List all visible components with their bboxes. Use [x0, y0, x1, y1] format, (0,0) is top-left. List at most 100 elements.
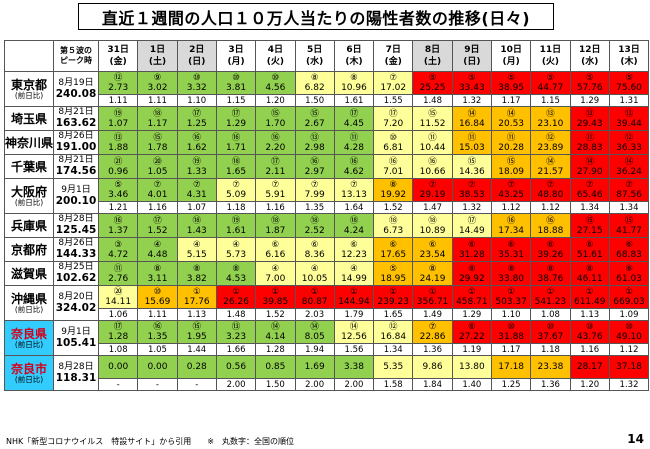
ratio-cell: 1.15 [530, 94, 571, 107]
value-label: 33.80 [498, 273, 525, 284]
value-label: 10.44 [419, 142, 446, 153]
value-cell: ⑯ 1.62 [176, 130, 217, 155]
value-cell: ⑦ 4.31 [176, 178, 217, 202]
ratio-cell: - [137, 378, 178, 391]
value-cell: ⑭ 16.84 [451, 106, 492, 131]
ratio-cell: 1.10 [490, 308, 532, 321]
value-cell: ① 458.71 [451, 285, 492, 309]
rank-label: ⑥ [428, 239, 437, 250]
rank-label: ① [546, 287, 555, 297]
value-cell: ⑯ 17.34 [490, 213, 532, 238]
date-weekday: (火) [266, 57, 284, 67]
value-label: 23.54 [419, 249, 446, 260]
peak-cell: 8月28日 118.31 [53, 355, 100, 391]
value-label: 29.43 [576, 118, 603, 129]
ratio-cell: 1.58 [373, 378, 414, 391]
value-label: 1.61 [226, 225, 247, 236]
value-label: 3.11 [147, 273, 168, 284]
peak-cell: 8月21日 174.56 [53, 154, 100, 179]
value-cell: ⑪ 15.03 [451, 130, 492, 155]
value-cell: ⑮ 1.95 [176, 320, 217, 344]
rank-label: ⑰ [467, 215, 477, 226]
rank-label: ⑩ [232, 73, 240, 83]
prefecture-cell: 千葉県 [3, 154, 55, 179]
table-row: 大阪府 (前日比) 9月1日 200.10 ⑤ 3.46 ⑦ 4.01 ⑦ 4.31 ⑦ 5.09 ⑦ 5… [3, 178, 650, 214]
ratio-cell: 1.21 [98, 201, 139, 214]
rank-label: ⑮ [467, 156, 477, 167]
ratio-cell: 1.64 [333, 201, 375, 214]
value-label: 1.95 [186, 332, 207, 342]
value-label: 10.05 [301, 273, 328, 284]
value-cell: ⑫ 36.33 [608, 130, 650, 155]
date-day: 5日 [307, 45, 323, 55]
value-label: 7.01 [383, 166, 404, 177]
ratio-cell: 1.31 [608, 94, 650, 107]
value-label: 1.87 [265, 225, 286, 236]
peak-cell: 8月28日 125.45 [53, 213, 100, 238]
value-cell: ⑯ 2.20 [255, 130, 296, 155]
ratio-cell: 1.13 [176, 308, 217, 321]
value-cell: ⑧ 19.92 [373, 178, 414, 202]
value-cell: ⑤ 3.46 [98, 178, 139, 202]
ratio-cell: 2.00 [333, 378, 375, 391]
value-label: 12.56 [341, 332, 367, 342]
rank-label: ⑩ [625, 322, 633, 332]
date-header: 3日 (月) [215, 40, 257, 72]
value-label: 3.23 [226, 332, 247, 342]
value-cell: 1.69 [294, 355, 335, 379]
ratio-cell: 1.12 [608, 343, 650, 356]
value-cell: ⑳ 14.11 [98, 285, 139, 309]
rank-label: ⑯ [231, 132, 241, 143]
rank-label: ⑦ [153, 180, 162, 190]
value-label: 669.03 [613, 297, 645, 307]
value-label: 1.17 [147, 118, 168, 129]
rank-label: ⑭ [467, 108, 477, 119]
value-label: 61.03 [616, 273, 642, 284]
peak-cell: 8月19日 240.08 [53, 71, 100, 107]
date-header: 5日 (水) [294, 40, 335, 72]
value-cell: ⑮ 1.78 [137, 130, 178, 155]
corner-cell [3, 40, 55, 72]
ratio-cell: 1.10 [176, 94, 217, 107]
value-label: 4.45 [343, 118, 364, 129]
peak-date: 8月19日 [58, 77, 94, 88]
value-label: 3.32 [186, 83, 207, 93]
ratio-cell: 1.49 [412, 308, 453, 321]
value-cell: ⑱ 1.17 [137, 106, 178, 131]
value-cell: ⑱ 1.87 [255, 213, 296, 238]
value-cell: ① 80.87 [294, 285, 335, 309]
ratio-cell: 1.18 [530, 343, 571, 356]
value-label: 1.62 [186, 142, 207, 153]
rank-label: ⑥ [625, 239, 633, 250]
rank-label: ⑬ [310, 132, 319, 143]
value-label: 9.86 [422, 362, 443, 372]
value-cell: 3.38 [333, 355, 375, 379]
rank-label: ⑲ [113, 108, 123, 119]
value-cell: ⑯ 2.97 [294, 154, 335, 179]
ratio-cell: 1.08 [530, 308, 571, 321]
value-cell: ⑥ 12.23 [333, 237, 375, 262]
rank-label: ⑮ [624, 215, 634, 226]
ratio-cell: 1.36 [412, 343, 453, 356]
value-cell: ③ 4.72 [98, 237, 139, 262]
value-cell: 37.18 [608, 355, 650, 379]
value-label: 2.97 [304, 166, 325, 177]
value-cell: ⑭ 21.57 [530, 154, 571, 179]
table-row: 千葉県 8月21日 174.56 ㉑ 0.96 ⑳ 1.05 ⑲ 1.33 ⑱ 1.65 ⑰ 2.11 ⑯… [3, 154, 650, 179]
value-label: 14.11 [105, 297, 132, 307]
value-cell: ① 669.03 [608, 285, 650, 309]
date-header: 6日 (木) [333, 40, 375, 72]
prefecture-name: 奈良県 [11, 326, 48, 341]
value-cell: ⑰ 14.49 [451, 213, 492, 238]
prefecture-cell: 滋賀県 [3, 261, 55, 286]
rank-label: ⑰ [153, 215, 162, 226]
value-cell: ⑤ 57.76 [569, 71, 610, 95]
value-label: 29.19 [419, 190, 446, 200]
value-label: 11.52 [419, 118, 446, 129]
prefecture-name: 滋賀県 [11, 266, 48, 281]
ratio-cell: 1.16 [255, 201, 296, 214]
value-cell: ① 144.94 [333, 285, 375, 309]
ratio-cell: 1.50 [255, 378, 296, 391]
rank-label: ① [310, 287, 319, 297]
peak-value: 125.45 [55, 224, 97, 236]
